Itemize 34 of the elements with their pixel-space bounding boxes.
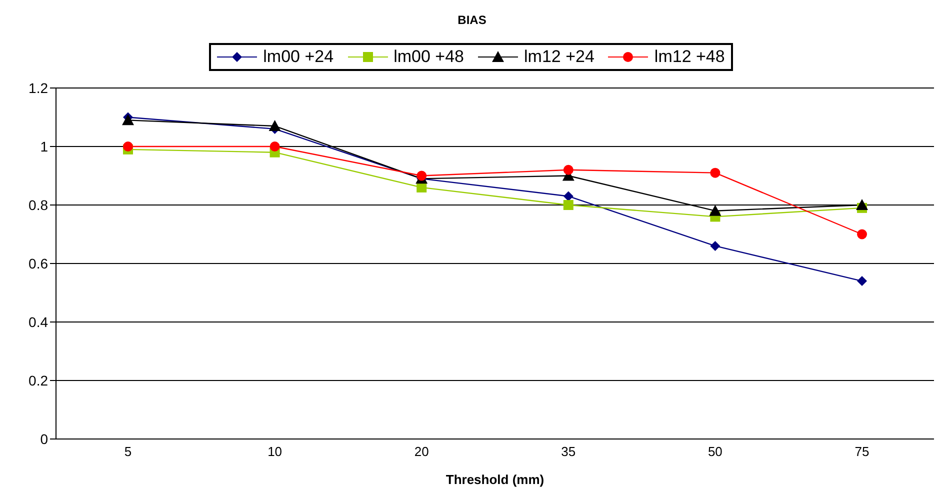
y-tick-label: 0.6 — [28, 255, 48, 272]
point — [710, 240, 720, 251]
point — [856, 199, 868, 210]
point — [563, 191, 574, 202]
point — [416, 182, 427, 192]
y-tick-label: 1.2 — [28, 80, 48, 96]
point — [122, 114, 134, 126]
x-axis-title: Threshold (mm) — [446, 472, 544, 487]
legend-label: lm00 +48 — [394, 47, 464, 67]
y-tick-label: 1 — [40, 138, 48, 154]
point — [270, 142, 280, 152]
x-tick-label: 35 — [561, 444, 576, 460]
point — [123, 142, 133, 152]
y-tick-label: 0.2 — [28, 372, 48, 388]
x-tick-label: 10 — [268, 444, 282, 460]
x-tick-label: 50 — [708, 444, 722, 460]
y-tick-label: 0.8 — [28, 196, 48, 213]
x-tick-label: 75 — [854, 444, 870, 460]
point — [857, 229, 867, 240]
point — [709, 204, 722, 216]
y-tick-label: 0.4 — [28, 314, 48, 330]
x-tick-label: 20 — [414, 444, 429, 460]
chart-title: BIAS — [456, 12, 488, 29]
legend-label: lm12 +24 — [524, 47, 594, 67]
legend-label: lm00 +24 — [263, 47, 334, 67]
x-tick-label: 5 — [124, 444, 132, 460]
point — [563, 164, 574, 175]
y-tick-label: 0 — [40, 430, 48, 447]
point — [857, 276, 867, 286]
point — [710, 168, 720, 178]
point — [416, 170, 427, 181]
point — [268, 120, 281, 132]
point — [563, 200, 574, 210]
legend-label: lm12 +48 — [654, 47, 725, 67]
